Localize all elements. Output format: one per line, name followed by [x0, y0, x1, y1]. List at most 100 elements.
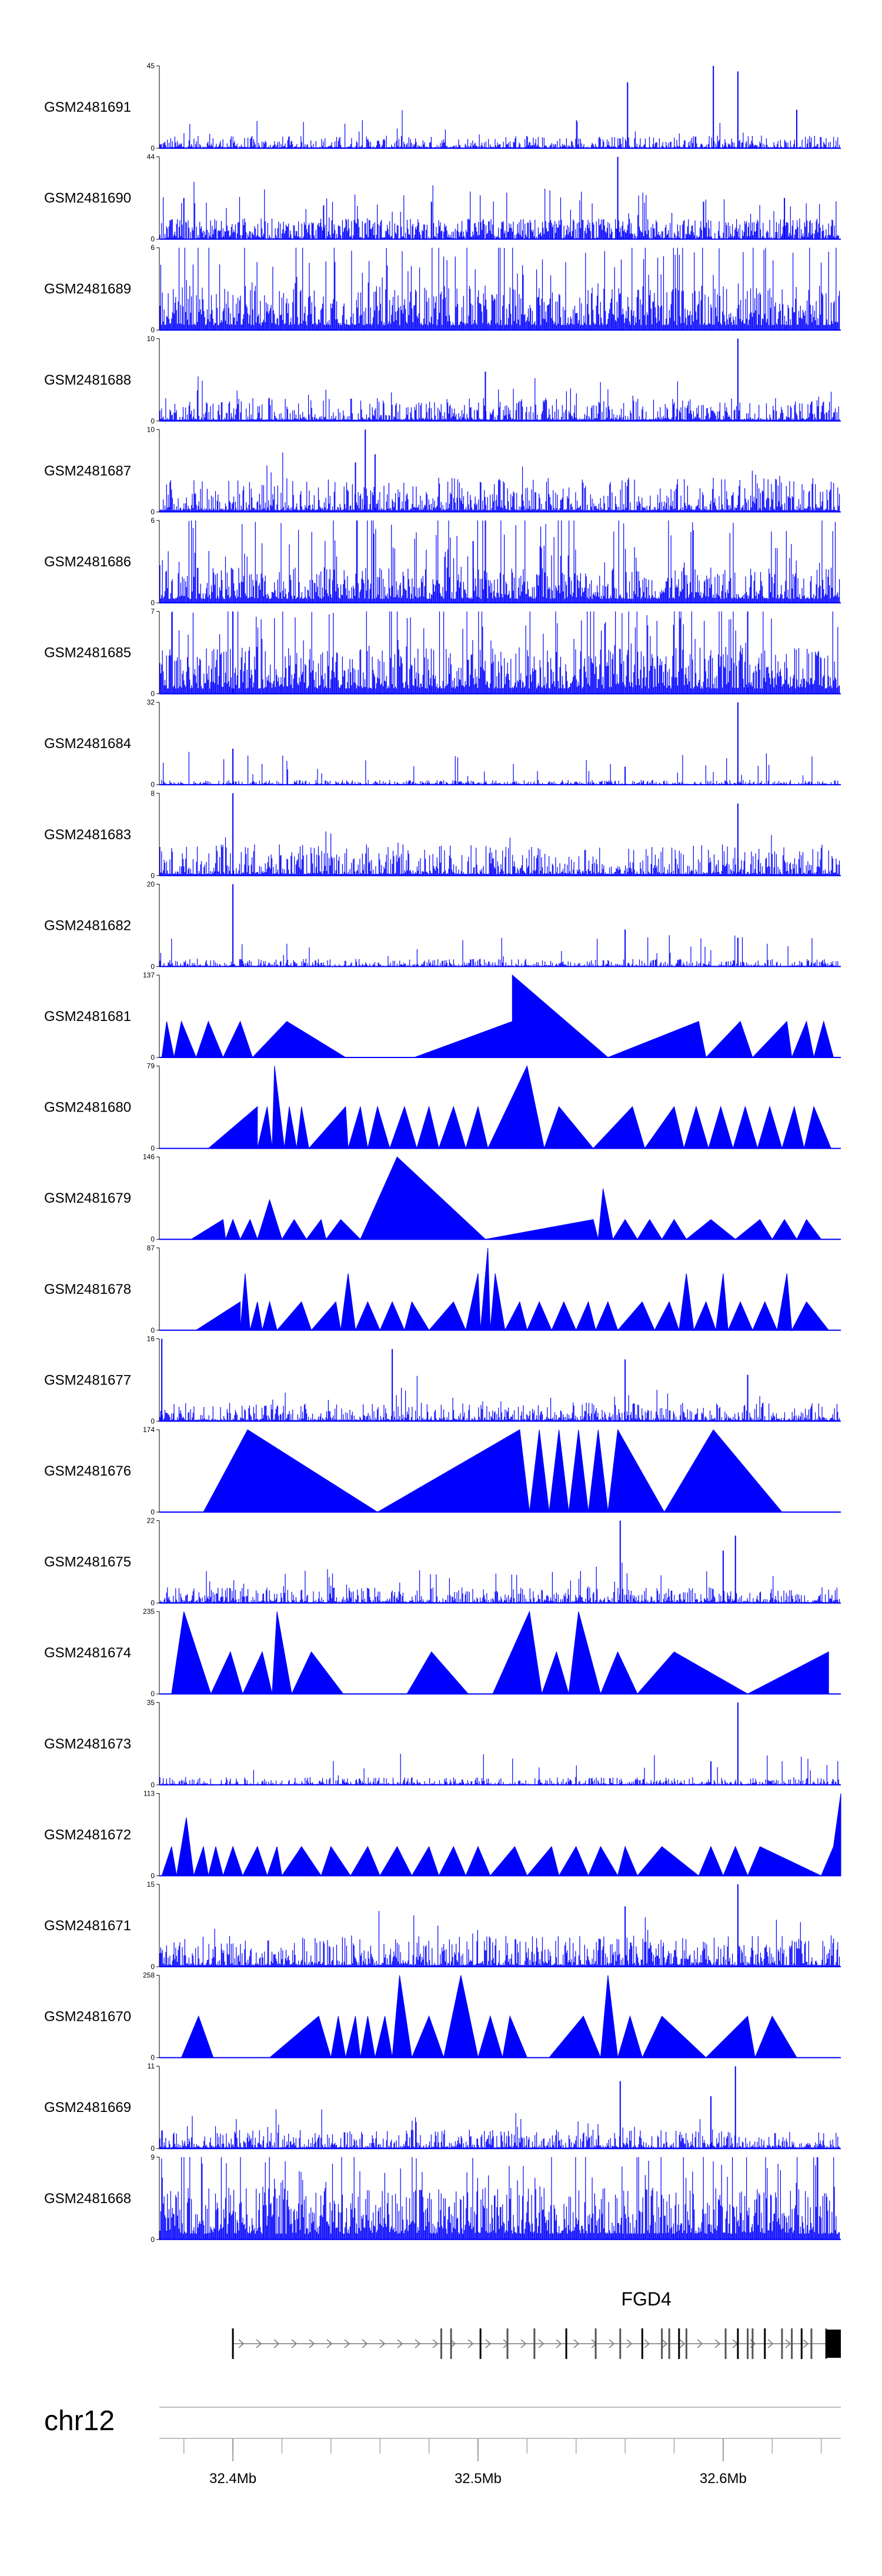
track-label: GSM2481690: [44, 191, 131, 206]
strand-arrow: [556, 2339, 562, 2348]
track-label: GSM2481691: [44, 99, 131, 115]
strand-arrow: [379, 2339, 386, 2348]
track-GSM2481671: GSM2481671 15 0: [44, 1880, 841, 1971]
track-label: GSM2481672: [44, 1827, 131, 1843]
track-GSM2481674: GSM2481674 235 0: [44, 1607, 841, 1698]
data-tracks: GSM2481691450GSM2481690440GSM248168960GS…: [44, 62, 841, 2244]
strand-arrow: [467, 2339, 474, 2348]
track-label: GSM2481689: [44, 281, 131, 297]
track-label: GSM2481668: [44, 2191, 131, 2207]
coverage-area: [161, 974, 834, 1059]
y-max-label: 10: [147, 425, 155, 433]
gene-exon: [619, 2328, 622, 2359]
strand-arrow: [309, 2339, 315, 2348]
track-GSM2481680: GSM2481680 79 0: [44, 1062, 841, 1153]
y-zero-label: 0: [151, 2235, 155, 2244]
strand-arrow: [273, 2339, 280, 2348]
gene-exon: [781, 2328, 783, 2359]
y-zero-label: 0: [151, 508, 155, 516]
strand-arrow: [326, 2339, 333, 2348]
gene-exon-terminal: [826, 2330, 841, 2358]
y-zero-label: 0: [151, 326, 155, 334]
strand-arrow: [662, 2339, 668, 2348]
track-label: GSM2481683: [44, 827, 131, 843]
gene-exon: [594, 2328, 597, 2359]
y-max-label: 146: [143, 1153, 155, 1161]
y-zero-label: 0: [151, 690, 155, 698]
gene-exon: [737, 2328, 739, 2359]
strand-arrow: [573, 2339, 580, 2348]
track-label: GSM2481675: [44, 1554, 131, 1570]
track-label: GSM2481682: [44, 917, 131, 933]
signal-bars: [159, 1562, 840, 1603]
track-GSM2481688: GSM2481688 10 0: [44, 335, 841, 425]
y-max-label: 32: [147, 698, 155, 706]
track-label: GSM2481676: [44, 1463, 131, 1479]
signal-bars: [159, 1754, 840, 1785]
y-max-label: 10: [147, 335, 155, 343]
track-label: GSM2481671: [44, 1918, 131, 1934]
gene-exon: [678, 2328, 680, 2359]
y-max-label: 79: [147, 1062, 155, 1070]
strand-arrow: [344, 2339, 350, 2348]
track-label: GSM2481680: [44, 1100, 131, 1116]
y-zero-label: 0: [151, 1326, 155, 1334]
signal-bars: [159, 2109, 840, 2149]
strand-arrow: [538, 2339, 544, 2348]
gene-track: FGD4: [232, 2288, 841, 2359]
y-zero-label: 0: [151, 1963, 155, 1971]
track-label: GSM2481686: [44, 554, 131, 570]
y-max-label: 22: [147, 1517, 155, 1525]
gene-exon: [764, 2328, 766, 2359]
gene-exon: [668, 2328, 670, 2359]
coverage-area: [203, 1429, 783, 1513]
track-label: GSM2481679: [44, 1190, 131, 1206]
gene-exon: [506, 2328, 509, 2359]
y-max-label: 9: [151, 2153, 155, 2161]
strand-arrow: [803, 2339, 809, 2348]
gene-exon: [450, 2328, 452, 2359]
y-max-label: 113: [143, 1789, 155, 1797]
y-zero-label: 0: [151, 1144, 155, 1153]
track-GSM2481691: GSM2481691 45 0: [44, 62, 841, 152]
coverage-area: [195, 1247, 830, 1332]
strand-arrow: [714, 2339, 721, 2348]
y-max-label: 6: [151, 243, 155, 252]
track-GSM2481679: GSM2481679 146 0: [44, 1153, 841, 1243]
coverage-area: [161, 1793, 841, 1877]
signal-bars: [159, 110, 840, 148]
track-label: GSM2481681: [44, 1009, 131, 1025]
track-GSM2481670: GSM2481670 258 0: [44, 1971, 841, 2062]
gene-exon: [800, 2328, 803, 2359]
track-label: GSM2481674: [44, 1645, 131, 1661]
gene-exon: [440, 2328, 442, 2359]
y-max-label: 35: [147, 1699, 155, 1707]
y-max-label: 20: [147, 880, 155, 888]
track-GSM2481673: GSM2481673 35 0: [44, 1699, 841, 1789]
y-max-label: 258: [143, 1971, 155, 1980]
track-GSM2481681: GSM2481681 137 0: [44, 971, 841, 1062]
gene-exon: [685, 2328, 687, 2359]
track-label: GSM2481673: [44, 1736, 131, 1752]
y-max-label: 137: [143, 971, 155, 979]
signal-bars: [159, 2157, 840, 2240]
y-max-label: 174: [143, 1426, 155, 1434]
strand-arrow: [767, 2339, 774, 2348]
signal-bars: [159, 752, 840, 785]
y-max-label: 11: [148, 2062, 155, 2070]
strand-arrow: [485, 2339, 492, 2348]
signal-bars: [159, 935, 840, 967]
track-GSM2481678: GSM2481678 87 0: [44, 1244, 841, 1334]
signal-bars: [159, 182, 840, 239]
y-zero-label: 0: [151, 872, 155, 880]
track-GSM2481683: GSM2481683 8 0: [44, 789, 841, 880]
strand-arrow: [432, 2339, 439, 2348]
axis-tick-label: 32.5Mb: [455, 2471, 502, 2487]
strand-arrow: [415, 2339, 421, 2348]
track-GSM2481685: GSM2481685 7 0: [44, 608, 841, 698]
signal-bars: [159, 248, 840, 331]
y-zero-label: 0: [151, 144, 155, 152]
genome-axis: chr12 32.4Mb 32.5Mb 32.6Mb: [44, 2405, 841, 2487]
y-zero-label: 0: [151, 2054, 155, 2062]
